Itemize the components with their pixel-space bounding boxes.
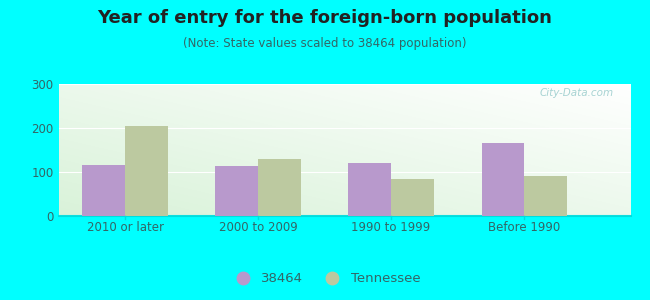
- Bar: [348, 163, 391, 216]
- Bar: [258, 159, 300, 216]
- Legend: 38464, Tennessee: 38464, Tennessee: [224, 267, 426, 290]
- Text: (Note: State values scaled to 38464 population): (Note: State values scaled to 38464 popu…: [183, 38, 467, 50]
- Bar: [524, 176, 567, 216]
- Bar: [215, 166, 258, 216]
- Text: Year of entry for the foreign-born population: Year of entry for the foreign-born popul…: [98, 9, 552, 27]
- Bar: [391, 178, 434, 216]
- Bar: [83, 165, 125, 216]
- Bar: [125, 126, 168, 216]
- Text: City-Data.com: City-Data.com: [540, 88, 614, 98]
- Bar: [482, 143, 524, 216]
